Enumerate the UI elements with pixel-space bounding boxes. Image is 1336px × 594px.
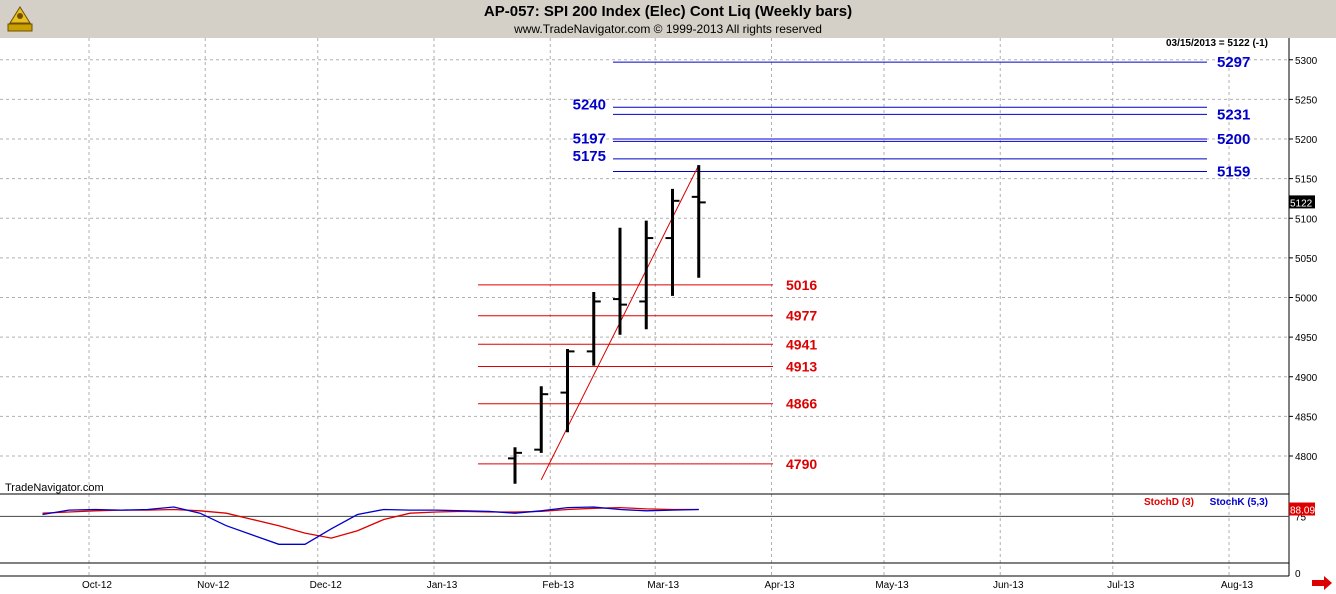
price-bar bbox=[586, 291, 601, 366]
stoch-legend-label: StochK (5,3) bbox=[1210, 497, 1268, 508]
x-tick-label: Dec-12 bbox=[310, 580, 343, 591]
price-bar bbox=[665, 188, 680, 296]
y-tick-label: 5100 bbox=[1295, 214, 1318, 225]
price-bar bbox=[534, 386, 549, 453]
trade-navigator-logo-icon bbox=[7, 6, 33, 32]
stoch-series-line bbox=[42, 506, 699, 539]
support-label: 4790 bbox=[786, 456, 817, 472]
stochastic-panel: 0 75 StochD (3) StochK (5,3) 88.09 bbox=[0, 497, 1315, 580]
axes: Oct-12 Nov-12 Dec-12 Jan-13 Feb-13 Mar-13 Apr-… bbox=[82, 56, 1318, 591]
y-tick-label: 4900 bbox=[1295, 373, 1318, 384]
y-tick-label: 5050 bbox=[1295, 254, 1318, 265]
resistance-label: 5200 bbox=[1217, 131, 1250, 148]
last-price-tag bbox=[1289, 195, 1315, 209]
price-bar bbox=[639, 220, 654, 330]
y-tick-label: 5200 bbox=[1295, 135, 1318, 146]
support-label: 5016 bbox=[786, 277, 817, 293]
resistance-label: 5197 bbox=[573, 130, 606, 147]
x-tick-label: Feb-13 bbox=[542, 580, 574, 591]
right-arrow-icon[interactable] bbox=[1312, 576, 1332, 590]
resistance-label: 5159 bbox=[1217, 163, 1250, 180]
price-bar bbox=[560, 349, 575, 433]
x-tick-label: Nov-12 bbox=[197, 580, 230, 591]
support-label: 4977 bbox=[786, 308, 817, 324]
watermark: TradeNavigator.com bbox=[5, 482, 104, 494]
y-tick-label: 5150 bbox=[1295, 175, 1318, 186]
stoch-series-line bbox=[42, 506, 699, 545]
stoch-last-tag bbox=[1289, 502, 1315, 516]
y-tick-label: 4850 bbox=[1295, 412, 1318, 423]
resistance-label: 5240 bbox=[573, 96, 606, 113]
x-tick-label: Oct-12 bbox=[82, 580, 112, 591]
resistance-label: 5231 bbox=[1217, 106, 1250, 123]
chart-subtitle: www.TradeNavigator.com © 1999-2013 All r… bbox=[514, 22, 822, 36]
grid bbox=[0, 38, 1289, 576]
support-label: 4913 bbox=[786, 358, 817, 374]
price-bar bbox=[691, 165, 706, 278]
chart-frame bbox=[0, 38, 1290, 577]
y-tick-label: 5250 bbox=[1295, 95, 1318, 106]
x-tick-label: Jan-13 bbox=[427, 580, 458, 591]
stoch-last-label: 88.09 bbox=[1290, 506, 1315, 517]
support-label: 4866 bbox=[786, 396, 817, 412]
x-tick-label: Apr-13 bbox=[764, 580, 794, 591]
price-bar bbox=[508, 447, 522, 484]
y-tick-label: 5300 bbox=[1295, 56, 1318, 67]
y-tick-label: 4800 bbox=[1295, 452, 1318, 463]
last-price-label: 5122 bbox=[1290, 198, 1313, 209]
x-tick-label: Jun-13 bbox=[993, 580, 1024, 591]
price-bar bbox=[613, 227, 627, 335]
x-tick-label: Mar-13 bbox=[647, 580, 679, 591]
stoch-y-tick-label: 75 bbox=[1295, 512, 1307, 523]
support-label: 4941 bbox=[786, 336, 817, 352]
y-tick-label: 5000 bbox=[1295, 294, 1318, 305]
x-tick-label: Jul-13 bbox=[1107, 580, 1135, 591]
x-tick-label: May-13 bbox=[875, 580, 909, 591]
last-price-info: 03/15/2013 = 5122 (-1) bbox=[1166, 38, 1268, 49]
chart-header: AP-057: SPI 200 Index (Elec) Cont Liq (W… bbox=[0, 0, 1336, 38]
y-tick-label: 4950 bbox=[1295, 333, 1318, 344]
stoch-legend-label: StochD (3) bbox=[1144, 497, 1194, 508]
resistance-label: 5297 bbox=[1217, 54, 1250, 71]
stoch-y-tick-label: 0 bbox=[1295, 569, 1301, 580]
price-bars bbox=[508, 165, 706, 484]
resistance-label: 5175 bbox=[573, 148, 606, 165]
chart-title: AP-057: SPI 200 Index (Elec) Cont Liq (W… bbox=[483, 3, 853, 20]
x-tick-label: Aug-13 bbox=[1221, 580, 1254, 591]
